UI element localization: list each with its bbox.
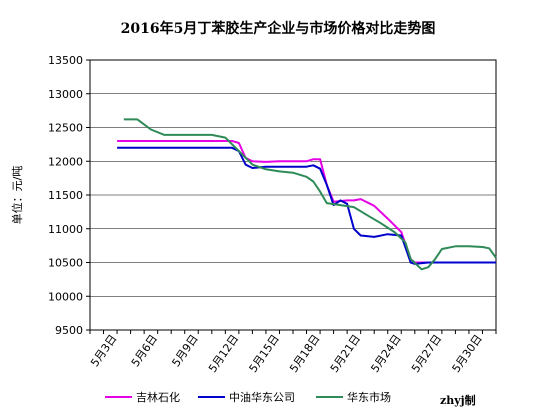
- x-tick-label: 5月18日: [287, 332, 322, 375]
- series-line-2: [117, 146, 496, 265]
- grid-layer: [90, 59, 496, 331]
- legend-label-3: 华东市场: [347, 390, 391, 404]
- y-tick-label: 13000: [48, 88, 83, 101]
- x-tick-label: 5月27日: [409, 332, 444, 375]
- series-line-3: [123, 118, 497, 271]
- x-tick-label: 5月6日: [129, 332, 160, 369]
- x-tick-label: 5月3日: [88, 332, 119, 369]
- x-tick-label: 5月21日: [328, 332, 363, 375]
- y-axis-label: 单位：元/吨: [10, 166, 24, 225]
- credit-label: zhyj制: [440, 393, 476, 407]
- series-layer: [117, 118, 497, 271]
- x-tick-label: 5月24日: [368, 332, 403, 375]
- y-tick-label: 10500: [48, 257, 83, 270]
- y-tick-label: 10000: [48, 290, 83, 303]
- legend-label-1: 吉林石化: [136, 390, 180, 404]
- series-line-1: [117, 140, 496, 264]
- y-tick-label: 12000: [48, 155, 83, 168]
- chart-title: 2016年5月丁苯胶生产企业与市场价格对比走势图: [121, 20, 436, 37]
- y-tick-label: 11000: [48, 223, 83, 236]
- x-tick-label: 5月15日: [247, 332, 282, 375]
- y-tick-label: 12500: [48, 122, 83, 135]
- y-tick-label: 9500: [55, 324, 83, 337]
- axis-layer: 9500 10000 10500 11000 11500 12000 12500 13000 1…: [48, 54, 497, 375]
- x-tick-label: 5月30日: [450, 332, 485, 375]
- y-tick-label: 11500: [48, 189, 83, 202]
- y-tick-label: 13500: [48, 54, 83, 67]
- legend-label-2: 中油华东公司: [229, 390, 295, 404]
- x-tick-label: 5月9日: [169, 332, 200, 369]
- x-tick-label: 5月12日: [206, 332, 241, 375]
- legend: 吉林石化 中油华东公司 华东市场: [105, 390, 391, 404]
